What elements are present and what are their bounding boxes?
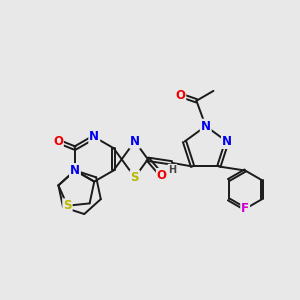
Text: N: N (130, 135, 140, 148)
Text: H: H (168, 165, 176, 175)
Text: N: N (70, 164, 80, 177)
Text: S: S (63, 199, 72, 212)
Text: N: N (201, 120, 211, 133)
Text: F: F (241, 202, 249, 215)
Text: N: N (89, 130, 99, 143)
Text: O: O (175, 89, 185, 102)
Text: O: O (157, 169, 167, 182)
Text: S: S (130, 171, 139, 184)
Text: N: N (222, 135, 232, 148)
Text: O: O (53, 135, 63, 148)
